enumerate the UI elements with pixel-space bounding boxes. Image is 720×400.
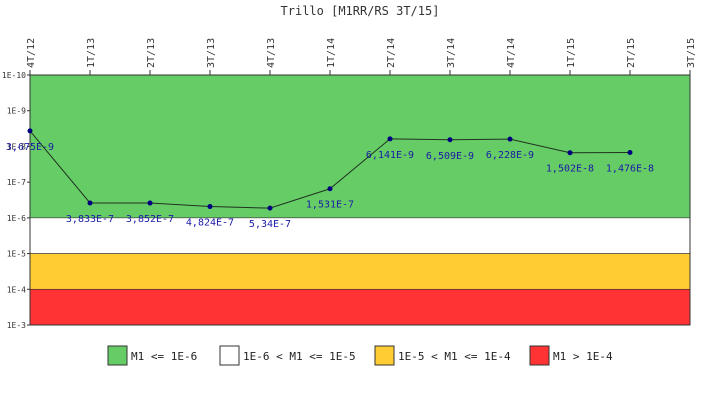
x-tick-label: 2T/13 — [146, 38, 157, 68]
x-tick-label: 2T/14 — [386, 38, 397, 68]
x-tick-label: 4T/12 — [26, 38, 37, 68]
data-point — [267, 205, 273, 211]
x-tick-label: 3T/13 — [206, 38, 217, 68]
x-tick-label: 2T/15 — [626, 38, 637, 68]
data-label: 3,852E-7 — [126, 214, 174, 225]
legend-label: M1 <= 1E-6 — [131, 350, 197, 363]
legend-swatch — [219, 345, 240, 366]
x-tick-label: 3T/15 — [686, 38, 697, 68]
y-axis: 1E-10 1E-9 1E-8 1E-7 1E-6 1E-5 1E-4 1E-3 — [2, 71, 30, 330]
band-1 — [29, 217, 691, 254]
data-label: 6,228E-9 — [486, 150, 534, 161]
y-tick-label: 1E-4 — [7, 285, 26, 294]
legend-label: 1E-5 < M1 <= 1E-4 — [398, 350, 511, 363]
data-label: 1,476E-8 — [606, 163, 654, 174]
legend-label: 1E-6 < M1 <= 1E-5 — [243, 350, 356, 363]
data-point — [87, 200, 93, 206]
x-tick-label: 4T/13 — [266, 38, 277, 68]
x-tick-label: 4T/14 — [506, 38, 517, 68]
y-tick-label: 1E-7 — [7, 178, 26, 187]
y-tick-label: 1E-5 — [7, 250, 26, 259]
legend-label: M1 > 1E-4 — [553, 350, 613, 363]
data-label: 1,531E-7 — [306, 200, 354, 211]
band-0 — [29, 74, 691, 219]
data-label: 3,833E-7 — [66, 214, 114, 225]
band-2 — [29, 253, 691, 290]
data-point — [447, 137, 453, 143]
risk-bands — [29, 74, 691, 326]
chart-title: Trillo [M1RR/RS 3T/15] — [281, 4, 440, 18]
data-point — [327, 186, 333, 192]
data-point — [207, 204, 213, 210]
legend: M1 <= 1E-6 1E-6 < M1 <= 1E-5 1E-5 < M1 <= … — [107, 345, 613, 366]
y-tick-label: 1E-9 — [7, 107, 26, 116]
legend-swatch — [529, 345, 550, 366]
legend-swatch — [107, 345, 128, 366]
x-tick-label: 3T/14 — [446, 38, 457, 68]
y-tick-label: 1E-6 — [7, 214, 26, 223]
y-tick-label: 1E-10 — [2, 71, 26, 80]
data-point — [27, 128, 33, 134]
data-series: 3,675E-9 3,833E-7 3,852E-7 4,824E-7 5,34E-7 1… — [6, 128, 654, 230]
data-point — [627, 149, 633, 155]
x-tick-label: 1T/13 — [86, 38, 97, 68]
data-label: 3,675E-9 — [6, 142, 54, 153]
x-tick-label: 1T/14 — [326, 38, 337, 68]
plot-frame — [29, 74, 691, 326]
x-axis: 4T/12 1T/13 2T/13 3T/13 4T/13 1T/14 2T/14 3T/14… — [26, 38, 697, 75]
data-label: 6,141E-9 — [366, 150, 414, 161]
data-point — [387, 136, 393, 142]
data-label: 6,509E-9 — [426, 151, 474, 162]
band-3 — [29, 288, 691, 326]
legend-swatch — [374, 345, 395, 366]
data-label: 4,824E-7 — [186, 218, 234, 229]
data-point — [507, 136, 513, 142]
y-tick-label: 1E-8 — [7, 142, 26, 151]
data-point — [567, 150, 573, 156]
data-label: 5,34E-7 — [249, 219, 291, 230]
x-tick-label: 1T/15 — [566, 38, 577, 68]
y-tick-label: 1E-3 — [7, 321, 26, 330]
data-point — [147, 200, 153, 206]
data-label: 1,502E-8 — [546, 164, 594, 175]
